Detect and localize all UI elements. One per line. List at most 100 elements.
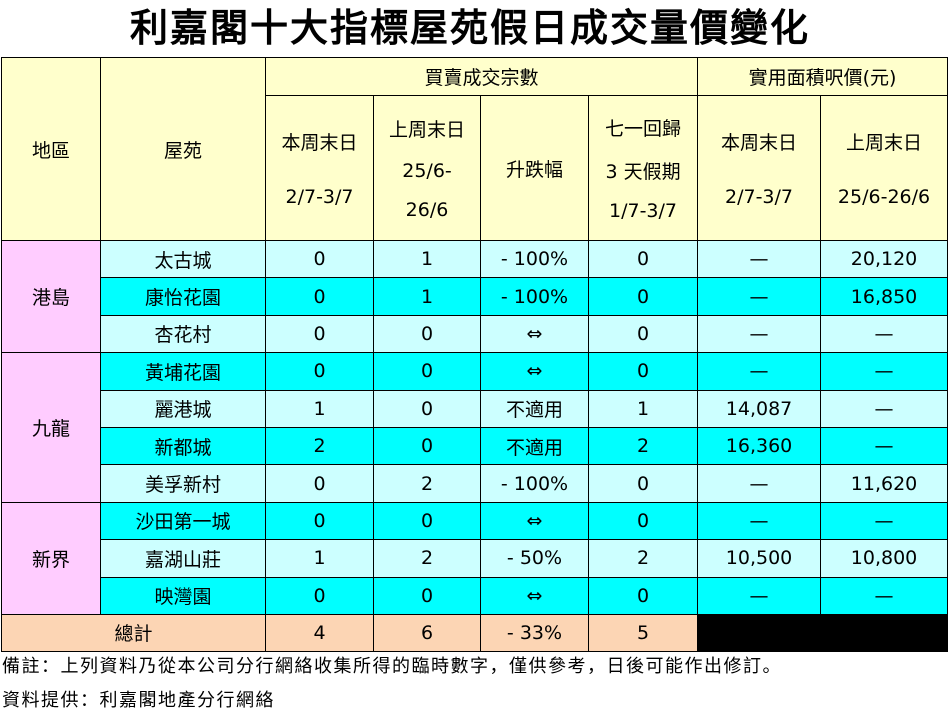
- value-cell: —: [697, 314, 822, 354]
- header-line: 3 天假期: [605, 161, 681, 183]
- value-cell: - 100%: [480, 464, 589, 503]
- header-cell: 實用面積呎價(元): [697, 57, 949, 96]
- value-cell: ⇔: [480, 501, 589, 541]
- value-cell: 0: [265, 314, 374, 354]
- value-cell: —: [820, 501, 949, 541]
- header-line: 25/6-: [402, 159, 452, 182]
- value-cell: 20,120: [820, 239, 949, 279]
- value-cell: —: [820, 352, 949, 391]
- total-value: 6: [373, 613, 481, 652]
- value-cell: 0: [587, 277, 699, 316]
- value-cell: 2: [587, 426, 699, 466]
- header-cell: 升跌幅: [480, 95, 589, 241]
- header-line: 七一回歸: [605, 118, 682, 140]
- value-cell: —: [697, 576, 822, 615]
- value-cell: 0: [587, 464, 699, 503]
- estate-cell: 嘉湖山莊: [100, 539, 266, 578]
- region-cell: 九龍: [1, 352, 101, 503]
- header-row: 地區 屋苑 買賣成交宗數 實用面積呎價(元): [1, 57, 949, 241]
- estate-cell: 新都城: [100, 426, 266, 466]
- total-value: 4: [265, 613, 374, 652]
- value-cell: 0: [587, 314, 699, 354]
- value-cell: 0: [265, 352, 374, 391]
- value-cell: —: [697, 352, 822, 391]
- table: 地區 屋苑 買賣成交宗數 實用面積呎價(元) 本周末日 2/7-3/7 上周末日 25/6- 2…: [1, 57, 949, 652]
- blank-cell: [697, 613, 949, 652]
- value-cell: 1: [373, 277, 481, 316]
- header-line: 上周末日: [846, 132, 923, 155]
- value-cell: 0: [373, 314, 481, 354]
- estate-cell: 黃埔花園: [100, 352, 266, 391]
- value-cell: 0: [373, 576, 481, 615]
- total-value: 5: [587, 613, 699, 652]
- value-cell: —: [820, 576, 949, 615]
- header-line: 2/7-3/7: [725, 185, 794, 208]
- value-cell: 16,360: [697, 426, 822, 466]
- value-cell: 0: [265, 277, 374, 316]
- header-line: 1/7-3/7: [609, 200, 678, 222]
- header-cell: 上周末日 25/6- 26/6: [373, 95, 481, 241]
- header-line: 2/7-3/7: [285, 185, 354, 208]
- value-cell: 1: [373, 239, 481, 279]
- header-lines: 本周末日 2/7-3/7: [698, 98, 820, 238]
- source: 資料提供：利嘉閣地產分行網絡: [2, 690, 275, 711]
- header-cell: 屋苑: [100, 57, 266, 241]
- estate-cell: 麗港城: [100, 389, 266, 428]
- header-cell: 七一回歸 3 天假期 1/7-3/7: [587, 95, 699, 241]
- header-cell: 上周末日 25/6-26/6: [820, 95, 949, 241]
- value-cell: 0: [265, 464, 374, 503]
- header-lines: 七一回歸 3 天假期 1/7-3/7: [589, 98, 697, 238]
- value-cell: 0: [587, 501, 699, 541]
- header-cell: 本周末日 2/7-3/7: [697, 95, 822, 241]
- value-cell: 16,850: [820, 277, 949, 316]
- value-cell: 0: [265, 576, 374, 615]
- value-cell: 不適用: [480, 389, 589, 428]
- header-line: 上周末日: [388, 119, 465, 142]
- value-cell: —: [697, 277, 822, 316]
- estate-cell: 映灣園: [100, 576, 266, 615]
- data-row: 九龍 黃埔花園 0 0 ⇔ 0— —: [1, 352, 949, 503]
- data-row: 康怡花園 0 1- 100% 0—16,850: [2, 277, 949, 316]
- header-cell: 地區: [1, 57, 101, 241]
- note: 備註：上列資料乃從本公司分行網絡收集所得的臨時數字，僅供參考，日後可能作出修訂。: [2, 656, 782, 677]
- value-cell: 10,800: [820, 539, 949, 578]
- total-row: 總計 4 6- 33% 5: [1, 613, 949, 652]
- value-cell: 0: [265, 239, 374, 279]
- value-cell: - 50%: [480, 539, 589, 578]
- header-row: 本周末日 2/7-3/7 上周末日 25/6- 26/6 升跌幅 七一回歸 3 天假期 1/7-…: [2, 95, 949, 241]
- header-line: 25/6-26/6: [837, 185, 931, 208]
- value-cell: 0: [265, 501, 374, 541]
- value-cell: 0: [587, 576, 699, 615]
- value-cell: 2: [587, 539, 699, 578]
- header-lines: 上周末日 25/6-26/6: [821, 98, 947, 238]
- region-cell: 新界: [1, 501, 101, 615]
- estate-cell: 美孚新村: [100, 464, 266, 503]
- header-lines: 上周末日 25/6- 26/6: [374, 98, 480, 238]
- value-cell: 0: [373, 426, 481, 466]
- header-line: 本周末日: [281, 132, 358, 155]
- value-cell: 1: [587, 389, 699, 428]
- estate-cell: 沙田第一城: [100, 501, 266, 541]
- value-cell: 不適用: [480, 426, 589, 466]
- header-line: 本周末日: [721, 132, 798, 155]
- value-cell: —: [697, 501, 822, 541]
- value-cell: ⇔: [480, 352, 589, 391]
- data-row: 新界 沙田第一城 0 0 ⇔ 0— —: [1, 501, 949, 615]
- value-cell: —: [820, 426, 949, 466]
- data-row: 新都城 2 0 不適用 2 16,360—: [2, 426, 949, 466]
- value-cell: ⇔: [480, 314, 589, 354]
- header-cell: 買賣成交宗數: [264, 57, 699, 96]
- value-cell: 2: [265, 426, 374, 466]
- data-row: 港島 太古城 0 1- 100% 0—20,120: [1, 239, 949, 354]
- value-cell: —: [820, 314, 949, 354]
- estate-cell: 太古城: [100, 239, 266, 279]
- header-lines: 本周末日 2/7-3/7: [266, 98, 373, 238]
- value-cell: 0: [373, 352, 481, 391]
- data-row: 美孚新村 0 2- 100% 0—11,620: [2, 464, 949, 503]
- header-line: 26/6: [405, 198, 449, 221]
- value-cell: 10,500: [697, 539, 822, 578]
- value-cell: 11,620: [820, 464, 949, 503]
- data-row: 麗港城 1 0 不適用 1 14,087—: [2, 389, 949, 428]
- value-cell: ⇔: [480, 576, 589, 615]
